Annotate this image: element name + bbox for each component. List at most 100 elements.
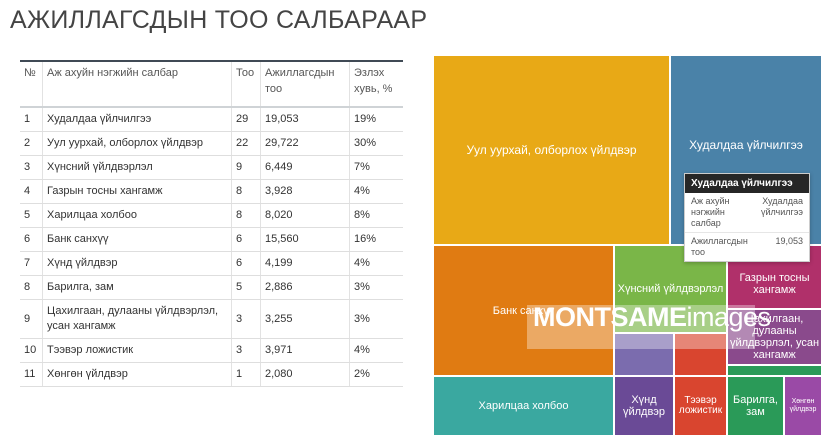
cell-sector: Хөнгөн үйлдвэр (42, 362, 232, 387)
cell-employees: 2,080 (260, 362, 350, 387)
cell-no: 8 (20, 275, 43, 300)
watermark-bold: MONTSAME (533, 302, 687, 332)
tooltip-row1-value: Худалдаа үйлчилгээ (760, 196, 803, 217)
table-row: 5 Харилцаа холбоо 8 8,020 8% (20, 203, 403, 228)
table-row: 4 Газрын тосны хангамж 8 3,928 4% (20, 179, 403, 204)
cell-count: 22 (231, 131, 261, 156)
table-row: 2 Уул уурхай, олборлох үйлдвэр 22 29,722 30% (20, 131, 403, 156)
cell-share: 16% (349, 227, 403, 252)
table-row: 11 Хөнгөн үйлдвэр 1 2,080 2% (20, 362, 403, 387)
table-row: 9 Цахилгаан, дулааны үйлдвэрлэл, усан хан… (20, 299, 403, 339)
tile-oil-label: Газрын тосны хангамж (739, 272, 810, 296)
sector-table: № Аж ахуйн нэгжийн салбар Тоо Ажиллагсды… (20, 60, 403, 387)
cell-employees: 4,199 (260, 251, 350, 276)
cell-sector: Цахилгаан, дулааны үйлдвэрлэл, усан ханг… (42, 299, 232, 339)
tile-bank[interactable]: Банк санхүү (433, 245, 614, 376)
cell-employees: 19,053 (260, 107, 350, 132)
cell-employees: 3,971 (260, 338, 350, 363)
tooltip-row-sector: Аж ахуйн нэгжийн салбар Худалдаа үйлчилг… (685, 193, 809, 233)
cell-employees: 2,886 (260, 275, 350, 300)
tile-trade-label: Худалдаа үйлчилгээ (689, 138, 803, 152)
cell-employees: 6,449 (260, 155, 350, 180)
tile-transport[interactable]: Тээвэр ложистик (674, 376, 727, 436)
cell-sector: Газрын тосны хангамж (42, 179, 232, 204)
cell-count: 6 (231, 251, 261, 276)
cell-share: 30% (349, 131, 403, 156)
cell-count: 5 (231, 275, 261, 300)
cell-count: 9 (231, 155, 261, 180)
tooltip-row1-label: Аж ахуйн нэгжийн салбар (691, 196, 730, 228)
cell-count: 1 (231, 362, 261, 387)
cell-share: 4% (349, 251, 403, 276)
cell-no: 10 (20, 338, 43, 363)
tile-transport-label: Тээвэр ложистик (678, 395, 723, 416)
cell-sector: Худалдаа үйлчилгээ (42, 107, 232, 132)
cell-sector: Банк санхүү (42, 227, 232, 252)
tile-construction[interactable]: Барилга, зам (727, 376, 784, 436)
tile-mining[interactable]: Уул уурхай, олборлох үйлдвэр (433, 55, 670, 245)
tile-heavy-label: Хүнд үйлдвэр (622, 394, 666, 418)
cell-no: 3 (20, 155, 43, 180)
watermark-thin: images (686, 302, 772, 332)
cell-count: 3 (231, 299, 261, 339)
cell-sector: Харилцаа холбоо (42, 203, 232, 228)
cell-employees: 15,560 (260, 227, 350, 252)
tile-small-3[interactable] (727, 365, 822, 376)
table-row: 1 Худалдаа үйлчилгээ 29 19,053 19% (20, 107, 403, 132)
tile-food-label: Хүнсний үйлдвэрлэл (617, 283, 724, 295)
cell-no: 11 (20, 362, 43, 387)
cell-share: 3% (349, 299, 403, 339)
tile-telecom[interactable]: Харилцаа холбоо (433, 376, 614, 436)
tile-mining-label: Уул уурхай, олборлох үйлдвэр (466, 143, 637, 157)
cell-no: 2 (20, 131, 43, 156)
cell-count: 29 (231, 107, 261, 132)
cell-count: 8 (231, 203, 261, 228)
cell-no: 4 (20, 179, 43, 204)
tile-power[interactable]: Цахилгаан, дулааны үйлдвэрлэл, усан ханг… (727, 309, 822, 365)
table-row: 6 Банк санхүү 6 15,560 16% (20, 227, 403, 252)
sector-treemap: Уул уурхай, олборлох үйлдвэр Худалдаа үй… (433, 55, 822, 436)
cell-share: 4% (349, 179, 403, 204)
cell-count: 6 (231, 227, 261, 252)
header-sector: Аж ахуйн нэгжийн салбар (42, 61, 232, 108)
cell-share: 4% (349, 338, 403, 363)
cell-employees: 3,928 (260, 179, 350, 204)
header-no: № (20, 61, 43, 108)
tile-small-2[interactable] (674, 333, 727, 376)
tile-light-label: Хөнгөн үйлдвэр (789, 398, 817, 413)
tile-telecom-label: Харилцаа холбоо (478, 400, 569, 412)
cell-share: 2% (349, 362, 403, 387)
tooltip-title: Худалдаа үйлчилгээ (685, 174, 809, 193)
tooltip-row2-value: 19,053 (775, 236, 803, 246)
cell-no: 7 (20, 251, 43, 276)
header-count: Тоо (231, 61, 261, 108)
table-header-row: № Аж ахуйн нэгжийн салбар Тоо Ажиллагсды… (20, 61, 403, 108)
cell-employees: 29,722 (260, 131, 350, 156)
cell-no: 9 (20, 299, 43, 339)
cell-share: 3% (349, 275, 403, 300)
tile-small[interactable] (614, 333, 674, 376)
cell-sector: Уул уурхай, олборлох үйлдвэр (42, 131, 232, 156)
table-row: 7 Хүнд үйлдвэр 6 4,199 4% (20, 251, 403, 276)
cell-share: 8% (349, 203, 403, 228)
tile-light[interactable]: Хөнгөн үйлдвэр (784, 376, 822, 436)
watermark-backdrop (527, 305, 755, 349)
tile-bank-label: Банк санхүү (492, 304, 555, 317)
header-employees: Ажиллагсдын тоо (260, 61, 350, 108)
watermark-text: MONTSAMEimages (533, 302, 771, 333)
cell-sector: Барилга, зам (42, 275, 232, 300)
tile-heavy[interactable]: Хүнд үйлдвэр (614, 376, 674, 436)
header-share: Эзлэх хувь, % (349, 61, 403, 108)
treemap-tooltip: Худалдаа үйлчилгээ Аж ахуйн нэгжийн салб… (684, 173, 810, 262)
tile-construction-label: Барилга, зам (733, 394, 778, 418)
cell-no: 1 (20, 107, 43, 132)
cell-share: 19% (349, 107, 403, 132)
cell-employees: 8,020 (260, 203, 350, 228)
cell-sector: Хүнсний үйлдвэрлэл (42, 155, 232, 180)
cell-employees: 3,255 (260, 299, 350, 339)
cell-no: 5 (20, 203, 43, 228)
table-row: 3 Хүнсний үйлдвэрлэл 9 6,449 7% (20, 155, 403, 180)
cell-no: 6 (20, 227, 43, 252)
cell-count: 8 (231, 179, 261, 204)
cell-count: 3 (231, 338, 261, 363)
